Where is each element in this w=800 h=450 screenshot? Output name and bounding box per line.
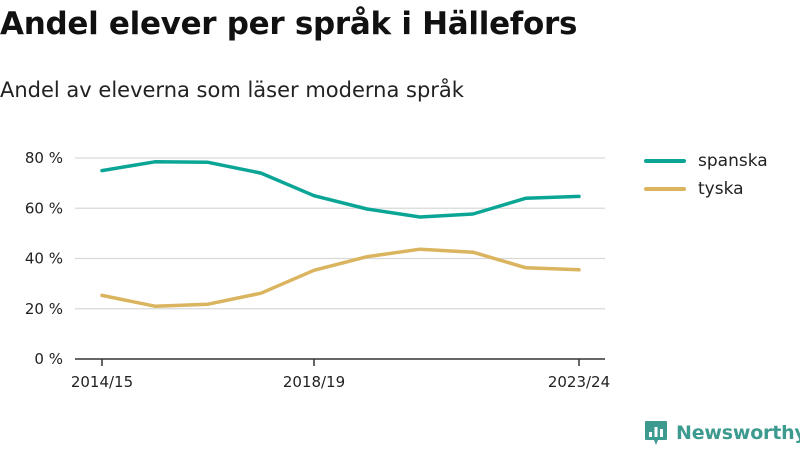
y-tick-label: 20 % [25,300,63,318]
y-tick-label: 80 % [25,149,63,167]
legend-item-spanska: spanska [644,147,794,175]
bar-chart-badge-icon [645,421,667,445]
legend-label-tyska: tyska [698,179,744,199]
brand-name: Newsworthy [676,422,800,444]
x-tick-label: 2014/15 [71,373,133,391]
axes: 0 % 20 % 40 % 60 % 80 % 2014/15 2018/19 2023/24 [25,149,610,391]
legend-item-tyska: tyska [644,175,794,203]
legend-swatch-spanska [644,159,686,163]
legend-label-spanska: spanska [698,151,768,171]
y-tick-label: 60 % [25,199,63,217]
y-tick-label: 40 % [25,250,63,268]
series-line-spanska [100,160,581,219]
legend: spanska tyska [644,147,794,203]
x-tick-label: 2023/24 [548,373,610,391]
series-line-tyska [100,247,581,308]
y-tick-label: 0 % [34,350,63,368]
chart-subtitle: Andel av eleverna som läser moderna språ… [0,78,464,102]
legend-swatch-tyska [644,187,686,191]
gridlines [75,157,605,310]
brand-logo: Newsworthy [644,420,800,446]
series-lines [100,160,581,308]
chart-title: Andel elever per språk i Hällefors [0,6,578,42]
x-tick-label: 2018/19 [283,373,345,391]
